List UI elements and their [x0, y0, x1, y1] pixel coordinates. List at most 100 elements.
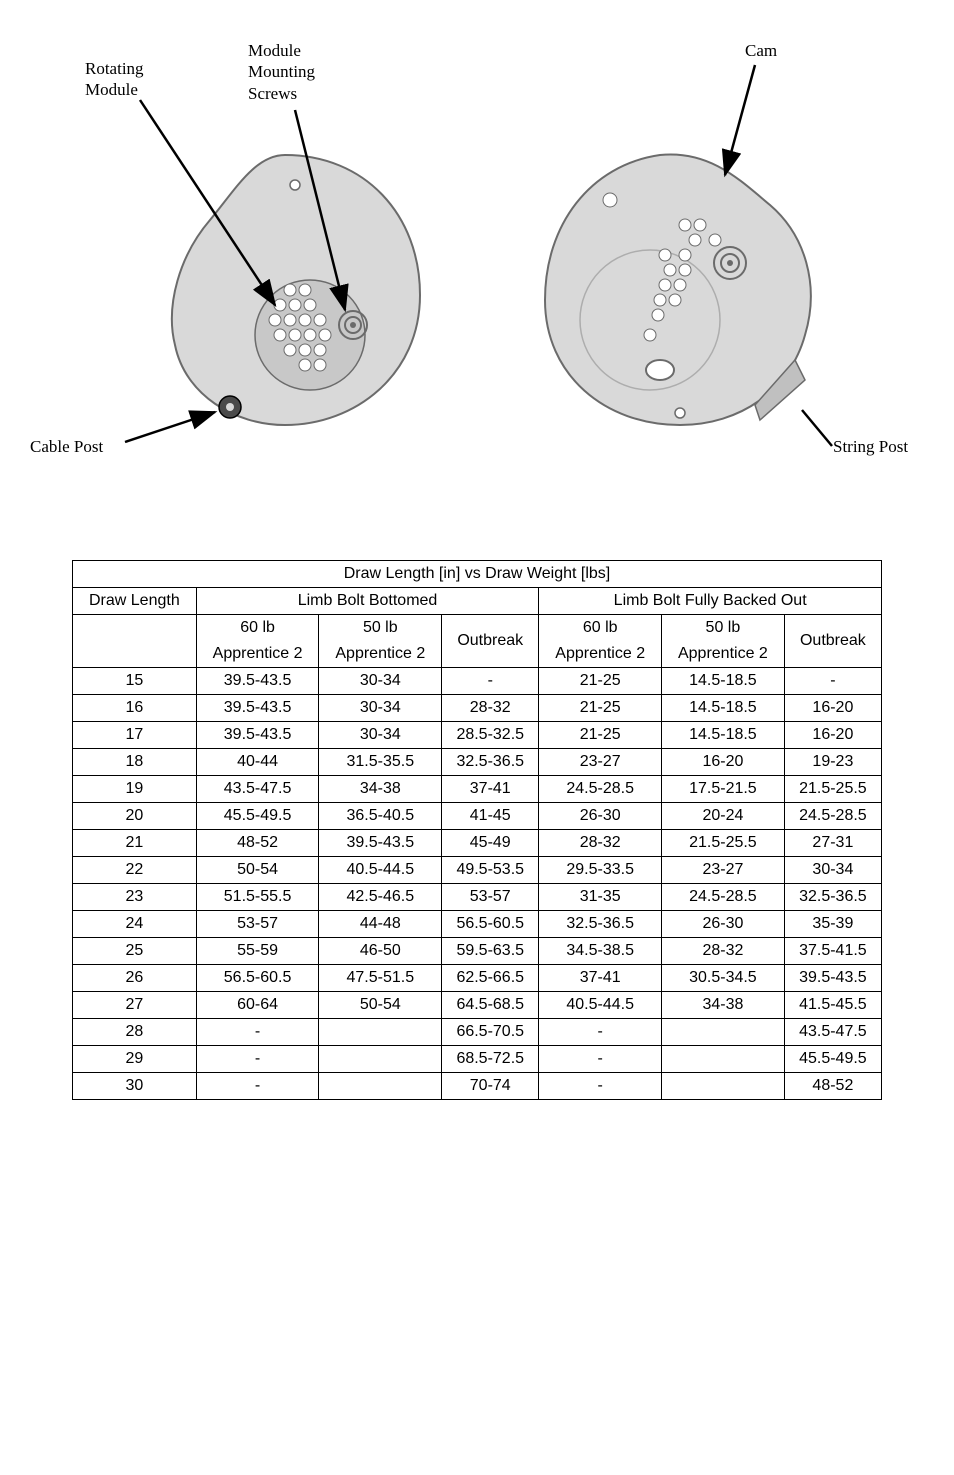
- table-row: 1639.5-43.530-3428-3221-2514.5-18.516-20: [73, 695, 882, 722]
- table-cell: 41-45: [442, 803, 539, 830]
- table-cell: 39.5-43.5: [196, 668, 319, 695]
- table-cell: 51.5-55.5: [196, 884, 319, 911]
- table-cell: 49.5-53.5: [442, 857, 539, 884]
- table-cell: 27-31: [784, 830, 881, 857]
- table-cell: 32.5-36.5: [539, 911, 662, 938]
- table-cell: 37-41: [539, 965, 662, 992]
- table-cell: 21.5-25.5: [784, 776, 881, 803]
- label-module-mounting-screws: ModuleMountingScrews: [248, 40, 315, 104]
- table-cell: 39.5-43.5: [319, 830, 442, 857]
- table-cell: 26: [73, 965, 197, 992]
- table-cell: 23-27: [662, 857, 785, 884]
- table-cell: 56.5-60.5: [442, 911, 539, 938]
- table-cell: 30-34: [319, 722, 442, 749]
- table-cell: 50-54: [196, 857, 319, 884]
- table-cell: -: [539, 1019, 662, 1046]
- table-cell: -: [196, 1019, 319, 1046]
- table-cell: 62.5-66.5: [442, 965, 539, 992]
- table-cell: 30: [73, 1073, 197, 1100]
- table-row: 29-68.5-72.5-45.5-49.5: [73, 1046, 882, 1073]
- table-cell: 26-30: [539, 803, 662, 830]
- sub-60lb-b: 60 lb: [196, 615, 319, 642]
- table-row: 1943.5-47.534-3837-4124.5-28.517.5-21.52…: [73, 776, 882, 803]
- table-cell: 17.5-21.5: [662, 776, 785, 803]
- diagram-area: RotatingModule ModuleMountingScrews Cam …: [30, 40, 924, 480]
- sub-60lb-f: 60 lb: [539, 615, 662, 642]
- sub-app2-f60: Apprentice 2: [539, 641, 662, 668]
- table-cell: 40.5-44.5: [539, 992, 662, 1019]
- table-cell: -: [784, 668, 881, 695]
- table-cell: 19: [73, 776, 197, 803]
- table-cell: 31-35: [539, 884, 662, 911]
- group2-header: Limb Bolt Fully Backed Out: [539, 588, 882, 615]
- table-cell: 28.5-32.5: [442, 722, 539, 749]
- label-rotating-module: RotatingModule: [85, 58, 144, 101]
- table-cell: 53-57: [442, 884, 539, 911]
- table-cell: 56.5-60.5: [196, 965, 319, 992]
- table-cell: 43.5-47.5: [784, 1019, 881, 1046]
- table-cell: -: [442, 668, 539, 695]
- table-cell: 23-27: [539, 749, 662, 776]
- table-row: 2351.5-55.542.5-46.553-5731-3524.5-28.53…: [73, 884, 882, 911]
- table-cell: 35-39: [784, 911, 881, 938]
- table-cell: 28-32: [539, 830, 662, 857]
- table-cell: 16-20: [784, 722, 881, 749]
- table-cell: -: [539, 1046, 662, 1073]
- sub-outbreak-f: Outbreak: [784, 615, 881, 668]
- table-cell: 36.5-40.5: [319, 803, 442, 830]
- table-cell: [662, 1019, 785, 1046]
- table-cell: 30.5-34.5: [662, 965, 785, 992]
- table-cell: 39.5-43.5: [784, 965, 881, 992]
- table-cell: 45.5-49.5: [784, 1046, 881, 1073]
- table-cell: 21-25: [539, 668, 662, 695]
- table-cell: -: [196, 1046, 319, 1073]
- table-row: 2250-5440.5-44.549.5-53.529.5-33.523-273…: [73, 857, 882, 884]
- table-cell: 37-41: [442, 776, 539, 803]
- left-cam-diagram: [135, 135, 435, 435]
- table-cell: 70-74: [442, 1073, 539, 1100]
- table-cell: 66.5-70.5: [442, 1019, 539, 1046]
- table-row: 1739.5-43.530-3428.5-32.521-2514.5-18.51…: [73, 722, 882, 749]
- sub-50lb-f: 50 lb: [662, 615, 785, 642]
- table-cell: 14.5-18.5: [662, 695, 785, 722]
- table-cell: 24.5-28.5: [539, 776, 662, 803]
- table-cell: 22: [73, 857, 197, 884]
- table-cell: 40-44: [196, 749, 319, 776]
- table-cell: 42.5-46.5: [319, 884, 442, 911]
- table-cell: [319, 1046, 442, 1073]
- sub-50lb-b: 50 lb: [319, 615, 442, 642]
- table-row: 1539.5-43.530-34-21-2514.5-18.5-: [73, 668, 882, 695]
- table-cell: 39.5-43.5: [196, 722, 319, 749]
- table-cell: 24: [73, 911, 197, 938]
- table-cell: 16-20: [784, 695, 881, 722]
- table-cell: 30-34: [784, 857, 881, 884]
- table-cell: 28-32: [662, 938, 785, 965]
- label-string-post: String Post: [833, 436, 908, 457]
- table-cell: 48-52: [196, 830, 319, 857]
- table-cell: 48-52: [784, 1073, 881, 1100]
- draw-length-table: Draw Length [in] vs Draw Weight [lbs] Dr…: [72, 560, 882, 1100]
- table-cell: [319, 1019, 442, 1046]
- table-cell: 34-38: [319, 776, 442, 803]
- table-cell: -: [196, 1073, 319, 1100]
- table-cell: 30-34: [319, 695, 442, 722]
- table-cell: 43.5-47.5: [196, 776, 319, 803]
- table-cell: 21.5-25.5: [662, 830, 785, 857]
- table-cell: 47.5-51.5: [319, 965, 442, 992]
- table-cell: 45-49: [442, 830, 539, 857]
- table-cell: 31.5-35.5: [319, 749, 442, 776]
- table-cell: 24.5-28.5: [662, 884, 785, 911]
- table-cell: 41.5-45.5: [784, 992, 881, 1019]
- table-cell: 21-25: [539, 722, 662, 749]
- table-cell: 19-23: [784, 749, 881, 776]
- table-cell: [662, 1046, 785, 1073]
- table-cell: 23: [73, 884, 197, 911]
- table-cell: 15: [73, 668, 197, 695]
- table-cell: 59.5-63.5: [442, 938, 539, 965]
- table-row: 2453-5744-4856.5-60.532.5-36.526-3035-39: [73, 911, 882, 938]
- table-cell: 29: [73, 1046, 197, 1073]
- empty-cell: [73, 615, 197, 668]
- sub-outbreak-b: Outbreak: [442, 615, 539, 668]
- table-cell: 27: [73, 992, 197, 1019]
- label-cable-post: Cable Post: [30, 436, 103, 457]
